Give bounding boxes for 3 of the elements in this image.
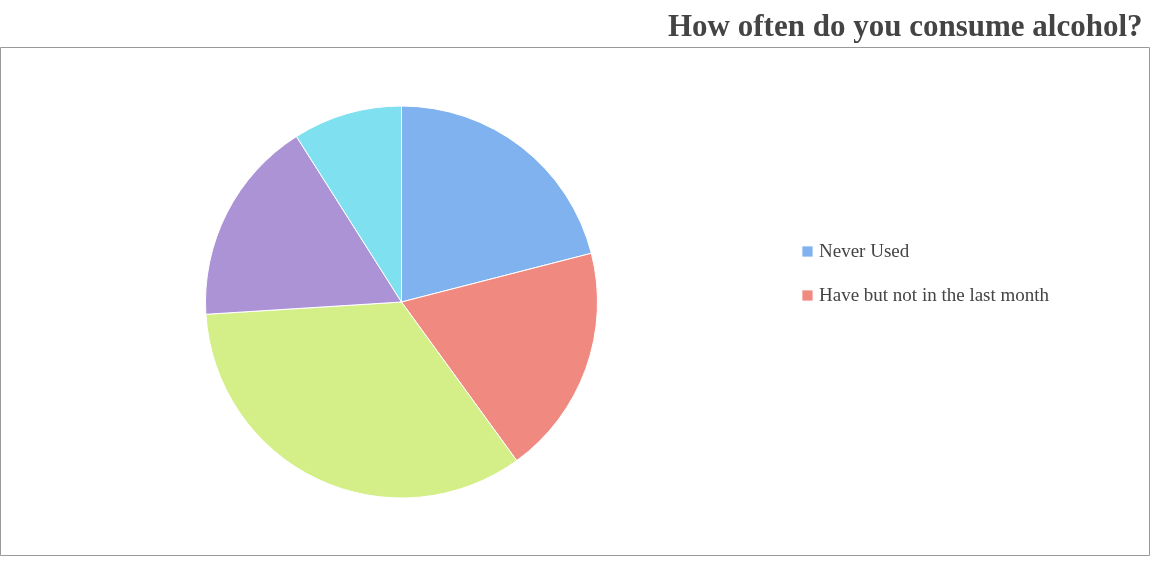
legend-label: Never Used — [819, 240, 910, 262]
chart-title: How often do you consume alcohol? — [668, 7, 1143, 43]
legend-label: Have but not in the last month — [819, 284, 1050, 306]
